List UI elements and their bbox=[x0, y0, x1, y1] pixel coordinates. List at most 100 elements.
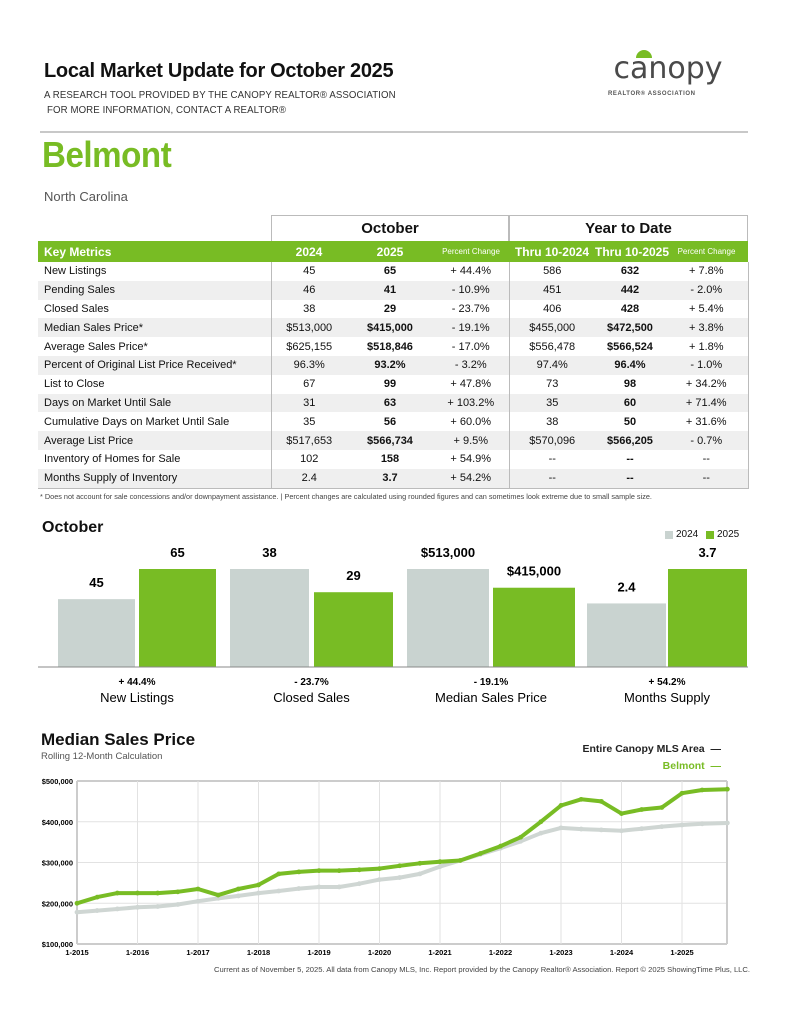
ytd-2024: 38 bbox=[508, 412, 595, 432]
metric-label: Closed Sales bbox=[44, 302, 109, 315]
col-header: Thru 10-2024 bbox=[509, 241, 595, 262]
ytd-2025: 96.4% bbox=[595, 355, 665, 375]
col-header: Thru 10-2025 bbox=[595, 241, 669, 262]
table-row: List to Close 67 99 + 47.8% 73 98 + 34.2% bbox=[38, 374, 749, 394]
percent-change: + 60.0% bbox=[450, 415, 492, 428]
value-2024: $513,000 bbox=[270, 318, 347, 338]
legend-item-2024: 2024 bbox=[665, 529, 698, 540]
percent-change: + 54.2% bbox=[433, 468, 509, 489]
data-point-belmont bbox=[114, 890, 120, 896]
percent-change: - 19.1% bbox=[433, 318, 509, 338]
data-point-mls bbox=[578, 826, 584, 832]
value-2024: 35 bbox=[270, 412, 347, 432]
y-tick-label: $200,000 bbox=[42, 899, 73, 908]
ytd-percent-change: - 1.0% bbox=[665, 355, 749, 375]
data-point-belmont bbox=[699, 787, 705, 793]
x-tick-label: 1-2024 bbox=[610, 948, 634, 957]
metric-label: Inventory of Homes for Sale bbox=[44, 453, 181, 466]
footer-note: Current as of November 5, 2025. All data… bbox=[214, 965, 750, 974]
data-point-mls bbox=[195, 898, 201, 904]
ytd-2024: 451 bbox=[508, 280, 595, 300]
report-subtitle: A RESEARCH TOOL PROVIDED BY THE CANOPY R… bbox=[44, 89, 396, 101]
legend-belmont: Belmont — bbox=[662, 760, 721, 772]
data-point-belmont bbox=[215, 892, 221, 898]
metric-label: Months Supply of Inventory bbox=[38, 468, 271, 489]
data-point-belmont bbox=[619, 811, 624, 816]
ytd-2025: $472,500 bbox=[595, 318, 665, 338]
bar-value-label: 3.7 bbox=[698, 545, 716, 560]
ytd-2025: 60 bbox=[595, 393, 665, 413]
y-tick-label: $100,000 bbox=[42, 940, 73, 949]
data-point-belmont bbox=[94, 894, 100, 900]
metric-label: Median Sales Price* bbox=[38, 318, 271, 338]
line-chart: $100,000 $200,000 $300,000 $400,000 $500,000… bbox=[42, 777, 730, 957]
key-metrics-table: Key Metrics 2024 2025 Percent Change Thr… bbox=[38, 241, 749, 489]
ytd-percent-change: + 34.2% bbox=[665, 374, 749, 394]
percent-change: + 47.8% bbox=[450, 378, 492, 391]
bar-2025 bbox=[139, 569, 216, 667]
col-header: Percent Change bbox=[665, 241, 748, 262]
bar-2025 bbox=[493, 587, 575, 667]
ytd-percent-change: -- bbox=[665, 449, 749, 469]
ytd-percent-change: + 5.4% bbox=[665, 299, 749, 319]
value-2024: $517,653 bbox=[270, 431, 347, 450]
bar-value-label: $415,000 bbox=[507, 564, 561, 579]
table-row: Days on Market Until Sale 31 63 + 103.2% 35 6… bbox=[38, 393, 749, 413]
logo-roof-icon bbox=[636, 50, 652, 58]
x-tick-label: 1-2023 bbox=[549, 948, 572, 957]
x-tick-label: 1-2015 bbox=[65, 948, 88, 957]
x-tick-label: 1-2016 bbox=[126, 948, 149, 957]
data-point-mls bbox=[235, 893, 241, 899]
bar-2025 bbox=[668, 569, 747, 667]
value-2025: 41 bbox=[347, 280, 433, 300]
table-row: Cumulative Days on Market Until Sale 35 56… bbox=[38, 412, 749, 432]
bar-2025 bbox=[314, 592, 393, 667]
data-point-belmont bbox=[498, 843, 503, 849]
value-2025: $415,000 bbox=[347, 318, 433, 338]
data-point-mls bbox=[276, 888, 282, 894]
data-point-belmont bbox=[477, 851, 483, 856]
ytd-2025: -- bbox=[595, 468, 665, 489]
bar-value-label: 2.4 bbox=[617, 579, 636, 594]
data-point-belmont bbox=[235, 886, 241, 892]
col-header: Key Metrics bbox=[38, 241, 271, 262]
ytd-2024: 73 bbox=[508, 374, 595, 394]
data-point-mls bbox=[94, 908, 100, 913]
bar-value-label: 45 bbox=[89, 575, 103, 590]
y-tick-label: $300,000 bbox=[42, 859, 73, 868]
data-point-belmont bbox=[356, 867, 362, 873]
metric-label: Average Sales Price* bbox=[44, 340, 148, 353]
category-label: Months Supply bbox=[624, 690, 710, 705]
ytd-2024: $556,478 bbox=[508, 337, 595, 356]
data-point-belmont bbox=[175, 889, 181, 895]
ytd-2024: $570,096 bbox=[508, 431, 595, 450]
series-line-belmont bbox=[75, 787, 730, 906]
legend-label: Belmont bbox=[662, 760, 705, 772]
metric-label: New Listings bbox=[44, 265, 107, 278]
bar-value-label: 38 bbox=[262, 545, 276, 560]
ytd-2025: 98 bbox=[623, 378, 637, 391]
value-2025: 56 bbox=[383, 415, 397, 428]
data-point-mls bbox=[135, 904, 140, 910]
ytd-2024: 35 bbox=[508, 393, 595, 413]
ytd-percent-change: + 1.8% bbox=[665, 337, 749, 356]
value-2025: 99 bbox=[383, 378, 397, 391]
data-point-mls bbox=[437, 864, 443, 869]
bar-2024 bbox=[58, 599, 135, 667]
x-tick-label: 1-2019 bbox=[307, 948, 330, 957]
ytd-2024: 406 bbox=[508, 299, 595, 319]
col-header: Percent Change bbox=[433, 241, 509, 262]
data-point-belmont bbox=[336, 868, 342, 874]
data-point-belmont bbox=[437, 859, 443, 865]
data-point-belmont bbox=[417, 860, 423, 866]
logo-wordmark: canopy bbox=[613, 51, 722, 86]
value-2025: 3.7 bbox=[347, 468, 433, 489]
data-point-belmont bbox=[74, 900, 80, 906]
table-row: Percent of Original List Price Received*… bbox=[38, 355, 749, 375]
value-2024: 31 bbox=[270, 393, 347, 413]
bar-2024 bbox=[230, 569, 309, 667]
data-point-belmont bbox=[724, 786, 730, 792]
bar-2024 bbox=[407, 569, 489, 667]
data-point-mls bbox=[377, 877, 382, 883]
data-point-belmont bbox=[538, 819, 544, 825]
